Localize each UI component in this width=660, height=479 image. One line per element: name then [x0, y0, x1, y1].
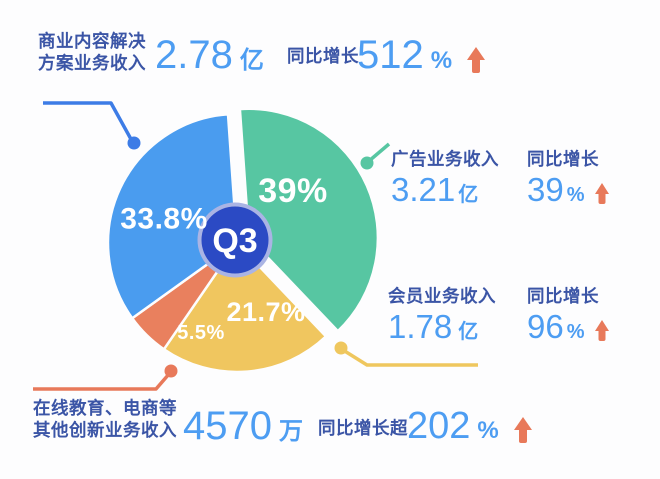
innovation-growth-percent: %: [477, 417, 499, 444]
solutions-label-line2: 方案业务收入: [38, 52, 146, 73]
innovation-growth-label: 同比增长超: [318, 418, 408, 438]
up-arrow-icon: [594, 183, 610, 205]
pie-slices: [106, 107, 380, 374]
up-arrow-icon: [594, 320, 610, 342]
ads-value-number: 3.21: [391, 171, 456, 208]
up-arrow-icon: [513, 417, 532, 444]
pie-slice-labels: 39% 21.7%5.5% 33.8%: [120, 172, 328, 344]
solutions-value-unit: 亿: [239, 47, 264, 74]
pie-slice-percent-label: 5.5%: [177, 322, 225, 344]
connector-dot-membership: [334, 341, 348, 355]
connector-ads: [360, 142, 391, 170]
innovation-growth-number: 202: [407, 405, 471, 447]
center-badge-label: Q3: [212, 222, 257, 260]
membership-value-number: 1.78: [388, 308, 453, 345]
innovation-value-number: 4570: [183, 404, 272, 448]
connector-membership: [334, 341, 478, 367]
ads-value-unit: 亿: [458, 184, 479, 206]
solutions-label-line1: 商业内容解决: [38, 31, 146, 51]
innovation-label-line1: 在线教育、电商等: [33, 398, 177, 418]
innovation-value-unit: 万: [278, 418, 303, 445]
ads-growth-number: 39: [527, 171, 564, 208]
solutions-growth-percent: %: [430, 47, 453, 74]
center-badge-circle: [201, 206, 269, 274]
membership-growth: 96 %: [527, 309, 610, 344]
ads-value: 3.21 亿: [391, 172, 478, 207]
membership-value: 1.78 亿: [388, 309, 478, 344]
innovation-label-line2: 其他创新业务收入: [33, 419, 177, 440]
up-arrow-icon: [467, 47, 486, 74]
connector-dot-ads: [360, 156, 374, 170]
pie-slice-1: [238, 107, 380, 333]
center-badge: Q3: [197, 202, 273, 278]
solutions-value-number: 2.78: [155, 33, 233, 77]
solutions-growth-number: 512: [357, 33, 424, 77]
membership-growth-percent: %: [566, 321, 585, 343]
solutions-growth-label: 同比增长: [287, 46, 359, 66]
connector-dot-solutions: [127, 136, 141, 150]
membership-growth-label: 同比增长: [527, 286, 599, 306]
innovation-value: 4570 万: [183, 405, 303, 447]
solutions-label: 商业内容解决 方案业务收入: [38, 31, 146, 74]
pie-slice-2: [162, 241, 328, 374]
pie-slice-percent-label: 33.8%: [120, 203, 208, 236]
membership-growth-number: 96: [527, 308, 564, 345]
innovation-growth: 202 %: [407, 406, 532, 446]
connector-solutions: [43, 101, 141, 150]
ads-growth-percent: %: [566, 184, 585, 206]
ads-growth-label: 同比增长: [527, 149, 599, 169]
connector-dot-innovation: [164, 364, 178, 378]
membership-value-unit: 亿: [458, 321, 479, 343]
membership-label: 会员业务收入: [388, 286, 496, 306]
connector-innovation: [33, 364, 178, 391]
innovation-label: 在线教育、电商等 其他创新业务收入: [33, 398, 177, 441]
solutions-growth: 512 %: [357, 33, 486, 77]
pie-slice-percent-label: 39%: [258, 172, 328, 210]
pie-slice-percent-label: 21.7%: [226, 297, 305, 327]
solutions-value: 2.78 亿: [155, 34, 264, 76]
ads-growth: 39 %: [527, 172, 610, 207]
ads-label: 广告业务收入: [391, 149, 499, 169]
pie-slice-4: [106, 113, 239, 320]
